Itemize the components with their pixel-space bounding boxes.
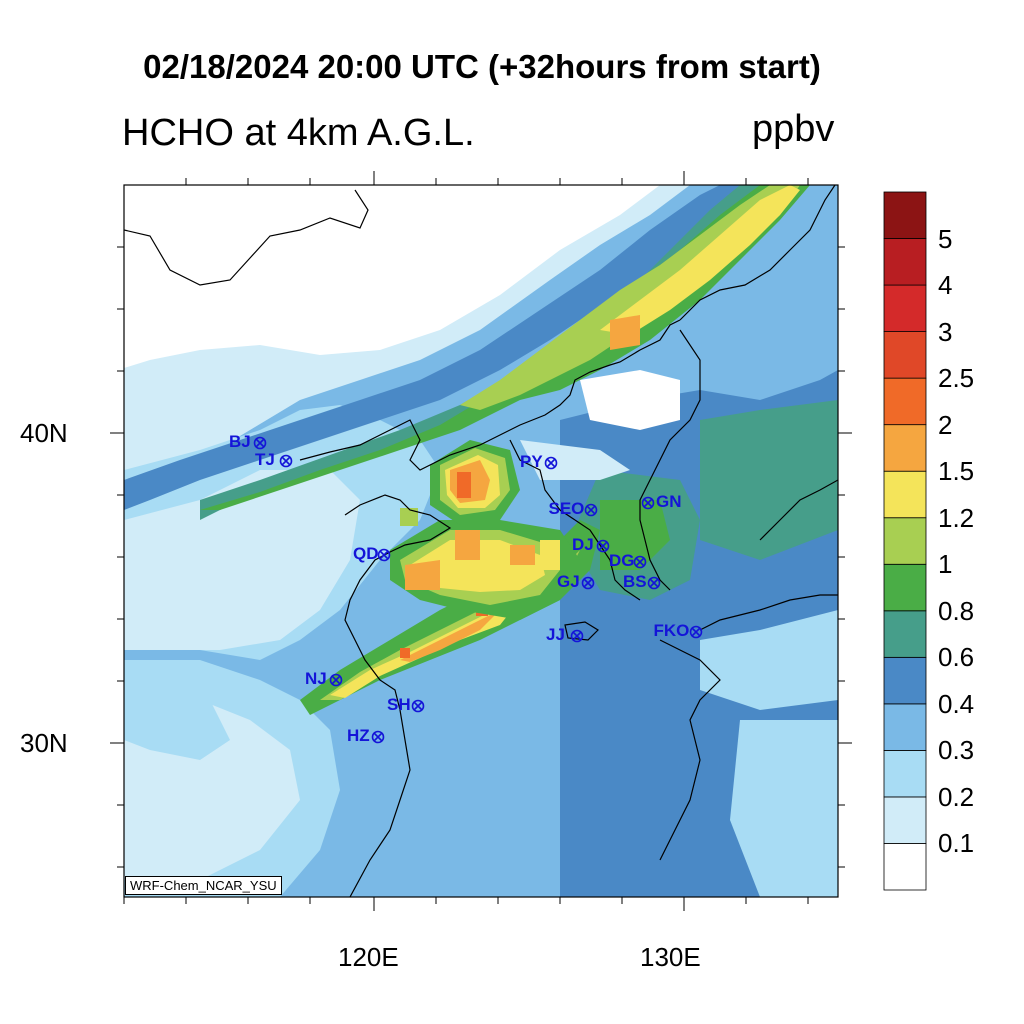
city-marker-bj: [253, 436, 267, 450]
colorbar-swatch: [883, 703, 927, 751]
city-marker-seo: [584, 503, 598, 517]
city-marker-cross: [255, 438, 265, 448]
colorbar-level-label: 5: [938, 223, 953, 254]
units-label: ppbv: [752, 108, 835, 150]
colorbar-swatch: [883, 238, 927, 286]
city-label-qd: QD: [353, 544, 379, 563]
city-marker-hz: [371, 730, 385, 744]
city-marker-dj: [596, 539, 610, 553]
coastlines: [124, 185, 838, 897]
city-label-bj: BJ: [229, 432, 251, 451]
colorbar-swatch: [883, 284, 927, 333]
city-label-nj: NJ: [305, 669, 327, 688]
colorbar-level-label: 0.3: [938, 735, 975, 766]
colorbar-level-label: 0.4: [938, 688, 975, 719]
city-marker-cross: [583, 578, 593, 588]
city-marker-cross: [691, 627, 701, 637]
city-marker-tj: [279, 454, 293, 468]
lon-label-130e: 130E: [640, 942, 701, 972]
lon-label-120e: 120E: [338, 942, 399, 972]
variable-label: HCHO at 4km A.G.L.: [122, 112, 475, 154]
city-marker-cross: [643, 498, 653, 508]
city-marker-gn: [641, 496, 655, 510]
city-label-gn: GN: [656, 492, 682, 511]
colorbar-level-label: 0.6: [938, 642, 975, 673]
colorbar-level-label: 3: [938, 316, 953, 347]
colorbar-swatch: [883, 517, 927, 565]
colorbar-level-label: 1.2: [938, 502, 975, 533]
city-label-dj: DJ: [572, 535, 594, 554]
city-label-sh: SH: [387, 695, 411, 714]
city-label-jj: JJ: [546, 625, 565, 644]
colorbar-level-label: 4: [938, 270, 953, 301]
city-marker-cross: [413, 701, 423, 711]
city-label-tj: TJ: [255, 450, 275, 469]
city-label-gj: GJ: [557, 572, 580, 591]
city-marker-cross: [373, 732, 383, 742]
city-label-bs: BS: [623, 572, 647, 591]
city-label-seo: SEO: [548, 499, 585, 518]
colorbar-level-label: 1: [938, 549, 953, 580]
city-marker-cross: [331, 675, 341, 685]
colorbar-swatch: [883, 377, 927, 426]
colorbar-swatch: [883, 843, 927, 891]
model-credit: WRF-Chem_NCAR_YSU: [125, 876, 282, 895]
city-marker-dg: [633, 555, 647, 569]
colorbar-swatch: [883, 191, 927, 239]
city-marker-fko: [689, 625, 703, 639]
city-label-hz: HZ: [347, 726, 370, 745]
city-marker-bs: [647, 576, 661, 590]
city-marker-jj: [570, 629, 584, 643]
colorbar-swatch: [883, 656, 927, 705]
city-marker-py: [544, 456, 558, 470]
city-marker-sh: [411, 699, 425, 713]
map-frame: [123, 184, 839, 898]
colorbar-swatch: [883, 331, 927, 379]
city-markers: [253, 436, 703, 744]
colorbar-level-label: 2.5: [938, 363, 975, 394]
lat-label-40n: 40N: [20, 418, 68, 448]
city-label-fko: FKO: [653, 621, 690, 640]
city-marker-cross: [598, 541, 608, 551]
colorbar-level-label: 0.1: [938, 828, 975, 859]
colorbar-swatch: [883, 563, 927, 612]
city-marker-cross: [635, 557, 645, 567]
colorbar-level-label: 0.2: [938, 781, 975, 812]
concentration-field: [124, 185, 838, 897]
colorbar-level-label: 2: [938, 409, 953, 440]
colorbar: [883, 191, 927, 891]
city-marker-cross: [649, 578, 659, 588]
city-marker-cross: [546, 458, 556, 468]
city-label-dg: DG: [609, 551, 635, 570]
city-marker-cross: [281, 456, 291, 466]
lat-label-30n: 30N: [20, 728, 68, 758]
city-label-py: PY: [520, 452, 543, 471]
colorbar-swatch: [883, 750, 927, 798]
colorbar-level-label: 1.5: [938, 456, 975, 487]
city-marker-cross: [572, 631, 582, 641]
city-marker-cross: [586, 505, 596, 515]
colorbar-level-label: 0.8: [938, 595, 975, 626]
city-marker-nj: [329, 673, 343, 687]
city-marker-cross: [379, 550, 389, 560]
city-marker-gj: [581, 576, 595, 590]
plot-title: 02/18/2024 20:00 UTC (+32hours from star…: [143, 48, 821, 85]
colorbar-swatch: [883, 424, 927, 472]
colorbar-swatch: [883, 796, 927, 844]
axis-ticks: [110, 171, 852, 911]
city-marker-qd: [377, 548, 391, 562]
colorbar-swatch: [883, 610, 927, 658]
colorbar-swatch: [883, 470, 927, 519]
